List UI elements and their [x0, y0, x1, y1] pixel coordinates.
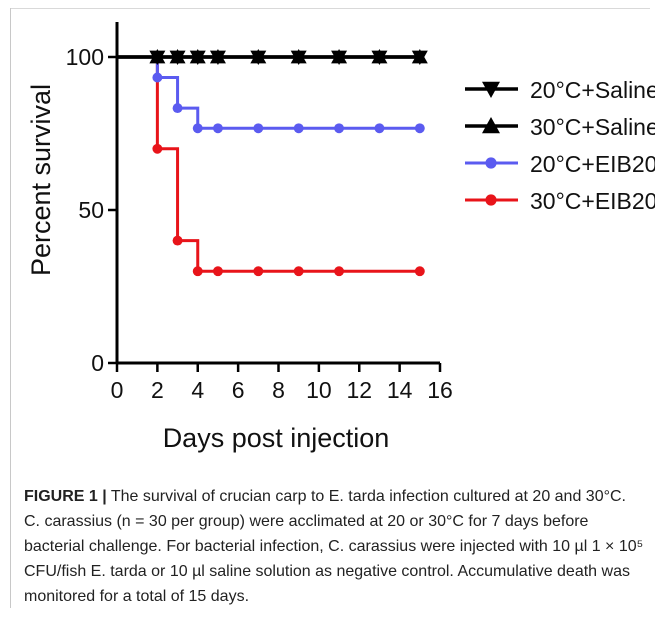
series-point: [149, 49, 166, 64]
series-point: [152, 72, 163, 83]
series-point: [290, 49, 307, 64]
series-point: [371, 49, 388, 64]
x-tick-label: 12: [346, 377, 372, 403]
x-tick-label: 16: [427, 377, 453, 403]
legend-label: 20°C+Saline: [530, 77, 655, 103]
series-1: [117, 49, 428, 64]
x-axis-label: Days post injection: [163, 423, 390, 453]
series-point: [414, 123, 425, 134]
y-tick-label: 100: [66, 44, 104, 70]
x-tick-label: 10: [306, 377, 332, 403]
legend-marker: [485, 194, 497, 206]
x-tick-label: 4: [191, 377, 204, 403]
series-point: [334, 123, 345, 134]
series-point: [293, 266, 304, 277]
series-point: [189, 49, 206, 64]
series-line: [117, 55, 420, 273]
x-tick-label: 0: [111, 377, 124, 403]
series-point: [374, 123, 385, 134]
caption-lead: FIGURE 1 |: [24, 488, 107, 505]
series-point: [212, 266, 223, 277]
legend-label: 30°C+Saline: [530, 114, 655, 140]
series-point: [209, 49, 226, 64]
series-point: [253, 266, 264, 277]
chart-axes: 0 2 4 6 8 10 12 14 16 0 50 100: [66, 22, 453, 403]
series-point: [411, 49, 428, 64]
caption-text: The survival of crucian carp to E. tarda…: [24, 488, 644, 605]
series-point: [152, 143, 163, 154]
series-line: [117, 55, 420, 130]
figure-frame-left: [10, 8, 11, 608]
legend-item: 30°C+Saline: [465, 114, 655, 140]
x-tick-label: 6: [232, 377, 245, 403]
series-point: [334, 266, 345, 277]
y-tick-label: 50: [78, 197, 104, 223]
series-point: [293, 123, 304, 134]
series-point: [414, 266, 425, 277]
legend-label: 30°C+EIB202: [530, 188, 655, 214]
figure-frame-top: [10, 8, 650, 9]
series-point: [192, 123, 203, 134]
series-point: [212, 123, 223, 134]
y-tick-label: 0: [91, 350, 104, 376]
series-point: [172, 235, 183, 246]
x-tick-label: 14: [387, 377, 413, 403]
legend-item: 30°C+EIB202: [465, 188, 655, 214]
chart-legend: 20°C+Saline 30°C+Saline 20°C+EIB202 30°C+EI…: [465, 77, 655, 214]
legend-item: 20°C+EIB202: [465, 151, 655, 177]
series-point: [172, 103, 183, 114]
series-point: [169, 49, 186, 64]
series-point: [192, 266, 203, 277]
survival-chart: 0 2 4 6 8 10 12 14 16 0 50 100 20°C+Saline 30°C+Sali…: [26, 22, 655, 453]
series-3: [117, 55, 425, 277]
legend-marker: [482, 117, 500, 134]
legend-item: 20°C+Saline: [465, 77, 655, 103]
legend-marker: [482, 81, 500, 98]
y-axis-label: Percent survival: [26, 84, 56, 276]
legend-label: 20°C+EIB202: [530, 151, 655, 177]
legend-marker: [485, 157, 497, 169]
series-point: [331, 49, 348, 64]
x-tick-label: 2: [151, 377, 164, 403]
series-2: [117, 55, 425, 134]
chart-series: [117, 49, 428, 277]
x-tick-label: 8: [272, 377, 285, 403]
series-point: [253, 123, 264, 134]
figure-caption: FIGURE 1 | The survival of crucian carp …: [24, 484, 644, 609]
series-point: [250, 49, 267, 64]
